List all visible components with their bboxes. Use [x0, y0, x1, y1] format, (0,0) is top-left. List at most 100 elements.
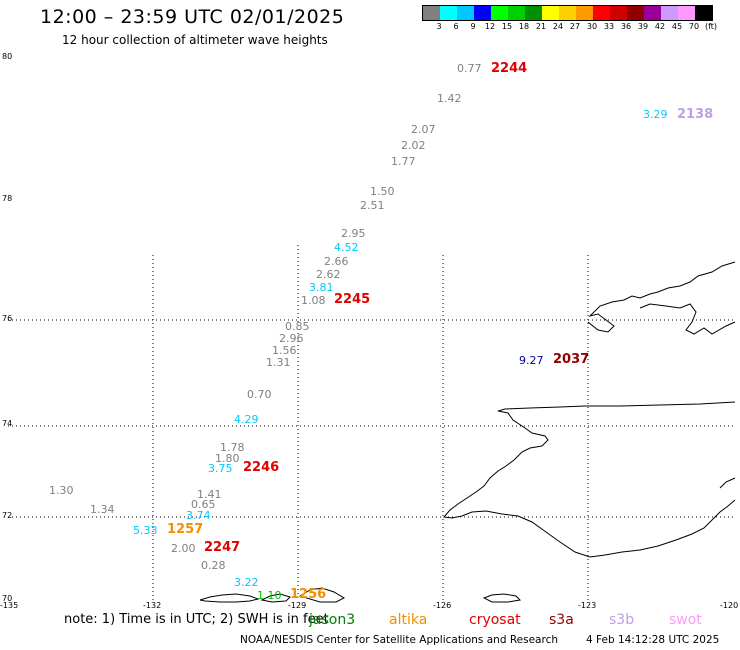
- x-tick-label: -135: [0, 601, 19, 610]
- wave-height-value: 3.81: [309, 281, 334, 294]
- wave-height-value: 1.41: [197, 488, 222, 501]
- wave-height-value: 1.31: [266, 356, 291, 369]
- wave-height-value: 0.85: [285, 320, 310, 333]
- wave-height-value: 4.29: [234, 413, 259, 426]
- pass-time-label: 2037: [553, 352, 590, 367]
- wave-height-value: 4.52: [334, 241, 359, 254]
- wave-height-value: 0.65: [191, 498, 216, 511]
- wave-height-value: 2.02: [401, 139, 426, 152]
- pass-time-label: 2138: [677, 107, 714, 122]
- colorbar-swatch: [610, 6, 627, 20]
- coastline: [199, 261, 736, 603]
- colorbar-swatch: [491, 6, 508, 20]
- wave-height-value: 2.07: [411, 123, 436, 136]
- pass-time-label: 2244: [491, 61, 528, 76]
- colorbar-swatch: [542, 6, 559, 20]
- pass-time-label: 1256: [290, 587, 327, 602]
- colorbar-label: 9: [470, 22, 476, 31]
- colorbar-label: 30: [586, 22, 598, 31]
- colorbar-swatch: [576, 6, 593, 20]
- colorbar-swatch: [559, 6, 576, 20]
- colorbar-swatch: [695, 6, 712, 20]
- x-tick-label: -123: [578, 601, 597, 610]
- colorbar-label: 3: [436, 22, 442, 31]
- colorbar-swatch: [474, 6, 491, 20]
- wave-height-value: 0.77: [457, 62, 482, 75]
- colorbar-label: 12: [484, 22, 496, 31]
- legend-item-swot: swot: [669, 612, 702, 628]
- legend-item-jason3: jason3: [309, 612, 356, 628]
- page-subtitle: 12 hour collection of altimeter wave hei…: [62, 33, 328, 47]
- wave-height-value: 1.08: [301, 294, 326, 307]
- y-tick-label: 72: [2, 511, 13, 520]
- wave-height-value: 0.70: [247, 388, 272, 401]
- legend-item-s3b: s3b: [609, 612, 635, 628]
- legend-item-cryosat: cryosat: [469, 612, 521, 628]
- colorbar: [422, 5, 713, 21]
- footer-timestamp: 4 Feb 14:12:28 UTC 2025: [586, 634, 720, 646]
- x-tick-label: -120: [720, 601, 739, 610]
- wave-height-value: 1.56: [272, 344, 297, 357]
- colorbar-label: 45: [671, 22, 683, 31]
- wave-height-value: 2.00: [171, 542, 196, 555]
- colorbar-label: 33: [603, 22, 615, 31]
- wave-height-value: 1.10: [257, 589, 282, 602]
- colorbar-label: 18: [518, 22, 530, 31]
- wave-height-value: 2.51: [360, 199, 385, 212]
- wave-height-value: 2.96: [279, 332, 304, 345]
- colorbar-label: 21: [535, 22, 547, 31]
- y-tick-label: 80: [2, 52, 13, 61]
- colorbar-swatch: [457, 6, 474, 20]
- colorbar-swatch: [423, 6, 440, 20]
- x-tick-label: -132: [143, 601, 162, 610]
- wave-height-value: 3.29: [643, 108, 668, 121]
- colorbar-swatch: [508, 6, 525, 20]
- note-text: note: 1) Time is in UTC; 2) SWH is in fe…: [64, 612, 329, 627]
- map-border: [8, 56, 735, 601]
- wave-height-value: 1.50: [370, 185, 395, 198]
- colorbar-label: 27: [569, 22, 581, 31]
- colorbar-label: 6: [453, 22, 459, 31]
- colorbar-swatch: [525, 6, 542, 20]
- y-tick-label: 78: [2, 194, 13, 203]
- colorbar-label: 24: [552, 22, 564, 31]
- pass-time-label: 2247: [204, 540, 241, 555]
- colorbar-swatch: [678, 6, 695, 20]
- legend-item-s3a: s3a: [549, 612, 574, 628]
- y-tick-label: 76: [2, 314, 13, 323]
- pass-time-label: 2245: [334, 292, 371, 307]
- colorbar-label: 15: [501, 22, 513, 31]
- grid-lines: [8, 245, 735, 600]
- colorbar-label: 39: [637, 22, 649, 31]
- colorbar-swatch: [440, 6, 457, 20]
- legend-item-altika: altika: [389, 612, 428, 628]
- pass-time-label: 1257: [167, 522, 204, 537]
- colorbar-label: 42: [654, 22, 666, 31]
- wave-height-value: 2.66: [324, 255, 349, 268]
- x-tick-label: -129: [288, 601, 307, 610]
- colorbar-swatch: [661, 6, 678, 20]
- colorbar-swatch: [593, 6, 610, 20]
- y-tick-label: 74: [2, 419, 13, 428]
- wave-height-value: 3.22: [234, 576, 259, 589]
- wave-height-value: 2.95: [341, 227, 366, 240]
- wave-height-value: 2.62: [316, 268, 341, 281]
- wave-height-value: 1.30: [49, 484, 74, 497]
- wave-height-value: 5.33: [133, 524, 158, 537]
- colorbar-swatch: [627, 6, 644, 20]
- wave-height-value: 0.28: [201, 559, 226, 572]
- wave-height-value: 3.74: [186, 509, 211, 522]
- wave-height-value: 1.77: [391, 155, 416, 168]
- colorbar-label: 36: [620, 22, 632, 31]
- wave-height-value: 9.27: [519, 354, 544, 367]
- colorbar-label: 70: [688, 22, 700, 31]
- colorbar-label: (ft): [704, 22, 718, 31]
- x-tick-label: -126: [433, 601, 452, 610]
- page-title: 12:00 – 23:59 UTC 02/01/2025: [40, 6, 345, 28]
- footer-credit: NOAA/NESDIS Center for Satellite Applica…: [240, 634, 558, 646]
- wave-height-value: 1.78: [220, 441, 245, 454]
- wave-height-value: 1.42: [437, 92, 462, 105]
- y-tick-label: 70: [2, 594, 13, 603]
- wave-height-value: 1.80: [215, 452, 240, 465]
